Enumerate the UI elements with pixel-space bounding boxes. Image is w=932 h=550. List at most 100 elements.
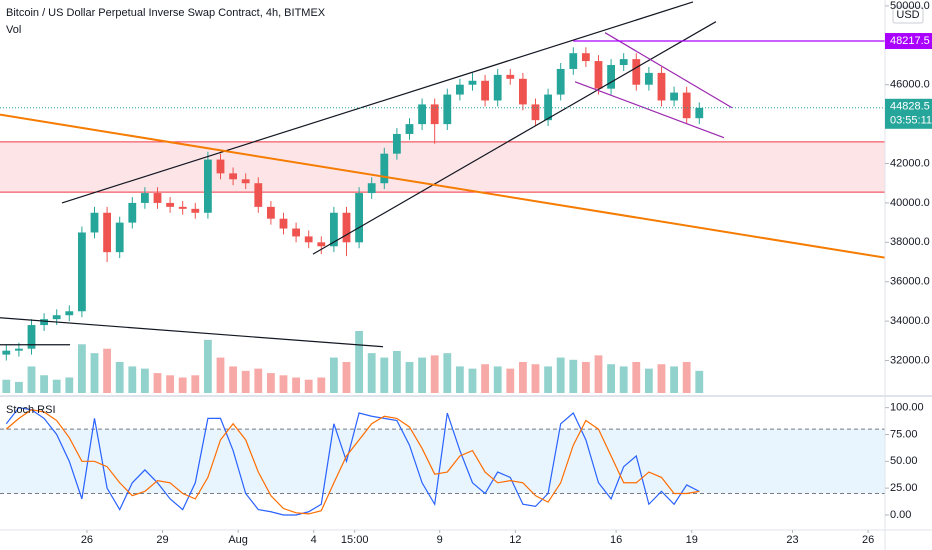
volume-bar — [77, 344, 86, 393]
volume-bar — [166, 375, 175, 393]
candle-body — [292, 228, 300, 237]
volume-bar — [27, 366, 36, 393]
candle-body — [279, 218, 288, 229]
candle-body — [531, 104, 540, 121]
candle-body — [266, 206, 275, 219]
volume-bar — [581, 362, 590, 393]
y-tick-label: 42000.0 — [890, 157, 930, 169]
candle-body — [569, 53, 578, 69]
candle-body — [506, 74, 515, 79]
volume-bar — [178, 377, 187, 393]
horizontal-line-label: 48217.5 — [890, 35, 930, 47]
volume-bar — [380, 357, 389, 393]
candle-body — [355, 193, 363, 243]
volume-bar — [128, 366, 137, 393]
last-price-box — [885, 98, 932, 129]
candle-body — [657, 72, 666, 101]
candle-body — [607, 65, 615, 89]
candle-body — [380, 153, 389, 184]
candle-body — [682, 92, 691, 119]
volume-bar — [14, 381, 23, 393]
candle-body — [77, 232, 86, 312]
volume-bar — [216, 357, 225, 393]
trend-line — [0, 113, 885, 259]
candle-body — [481, 80, 489, 101]
volume-bar — [355, 331, 363, 393]
price-pane — [0, 1, 885, 393]
candle-body — [128, 202, 137, 223]
volume-label: Vol — [6, 24, 21, 36]
countdown: 03:55:11 — [890, 115, 932, 127]
volume-bar — [292, 377, 300, 393]
candle-body — [2, 350, 11, 355]
volume-bar — [140, 368, 149, 393]
candle-body — [392, 133, 401, 154]
candle-body — [304, 236, 313, 243]
y-tick-label: 40000.0 — [890, 197, 930, 209]
candle-body — [493, 74, 502, 101]
trend-line — [574, 81, 725, 139]
volume-bar — [52, 379, 61, 393]
candle-body — [40, 319, 49, 326]
volume-bar — [229, 366, 237, 393]
candle-body — [329, 212, 338, 247]
candle-body — [544, 94, 552, 121]
volume-bar — [506, 368, 515, 393]
candle-body — [619, 59, 628, 66]
x-tick-label: 26 — [81, 534, 93, 546]
candle-body — [216, 159, 225, 174]
candle-body — [632, 59, 641, 85]
indicator-y-tick-label: 25.00 — [890, 482, 918, 494]
candle-body — [103, 212, 112, 253]
x-tick-label: 4 — [311, 534, 317, 546]
x-tick-label: 26 — [862, 534, 874, 546]
candle-body — [455, 84, 464, 95]
candle-body — [367, 183, 376, 194]
candle-body — [695, 107, 704, 119]
candle-body — [14, 348, 23, 351]
currency[interactable]: USD — [896, 9, 919, 21]
x-tick-label: 29 — [156, 534, 168, 546]
x-tick-label: 16 — [610, 534, 622, 546]
volume-bar — [153, 373, 162, 393]
candle-body — [594, 61, 603, 89]
x-tick-label: 19 — [686, 534, 698, 546]
y-tick-label: 36000.0 — [890, 276, 930, 288]
volume-bar — [455, 366, 464, 393]
candle-body — [644, 72, 653, 85]
volume-bar — [115, 362, 124, 393]
volume-bar — [531, 364, 540, 393]
volume-bar — [40, 375, 49, 393]
volume-bar — [279, 375, 288, 393]
candle-body — [115, 222, 124, 253]
candle-body — [229, 173, 237, 180]
volume-bar — [317, 377, 326, 393]
horizontal-line-label-box — [885, 33, 932, 50]
y-tick-label: 38000.0 — [890, 236, 930, 248]
volume-bar — [254, 368, 263, 393]
candle-body — [317, 242, 326, 247]
candle-body — [153, 193, 162, 203]
volume-bar — [430, 355, 439, 393]
volume-bar — [203, 339, 212, 393]
candle-body — [418, 104, 426, 125]
indicator-line — [5, 409, 700, 515]
volume-bar — [644, 368, 653, 393]
volume-bar — [569, 359, 578, 393]
volume-bar — [619, 366, 628, 393]
indicator-y-tick-label: 100.00 — [890, 402, 924, 414]
candle-body — [581, 53, 590, 62]
volume-bar — [241, 370, 250, 393]
trend-line — [604, 32, 733, 109]
y-tick-label: 34000.0 — [890, 315, 930, 327]
candle-body — [27, 325, 36, 349]
x-tick-label: 9 — [437, 534, 443, 546]
currency-box[interactable] — [892, 6, 924, 24]
trend-line — [61, 1, 694, 204]
volume-bar — [468, 368, 477, 393]
candle-body — [468, 80, 477, 85]
volume-bar — [405, 362, 414, 393]
trend-line — [312, 21, 717, 255]
volume-bar — [2, 379, 11, 393]
